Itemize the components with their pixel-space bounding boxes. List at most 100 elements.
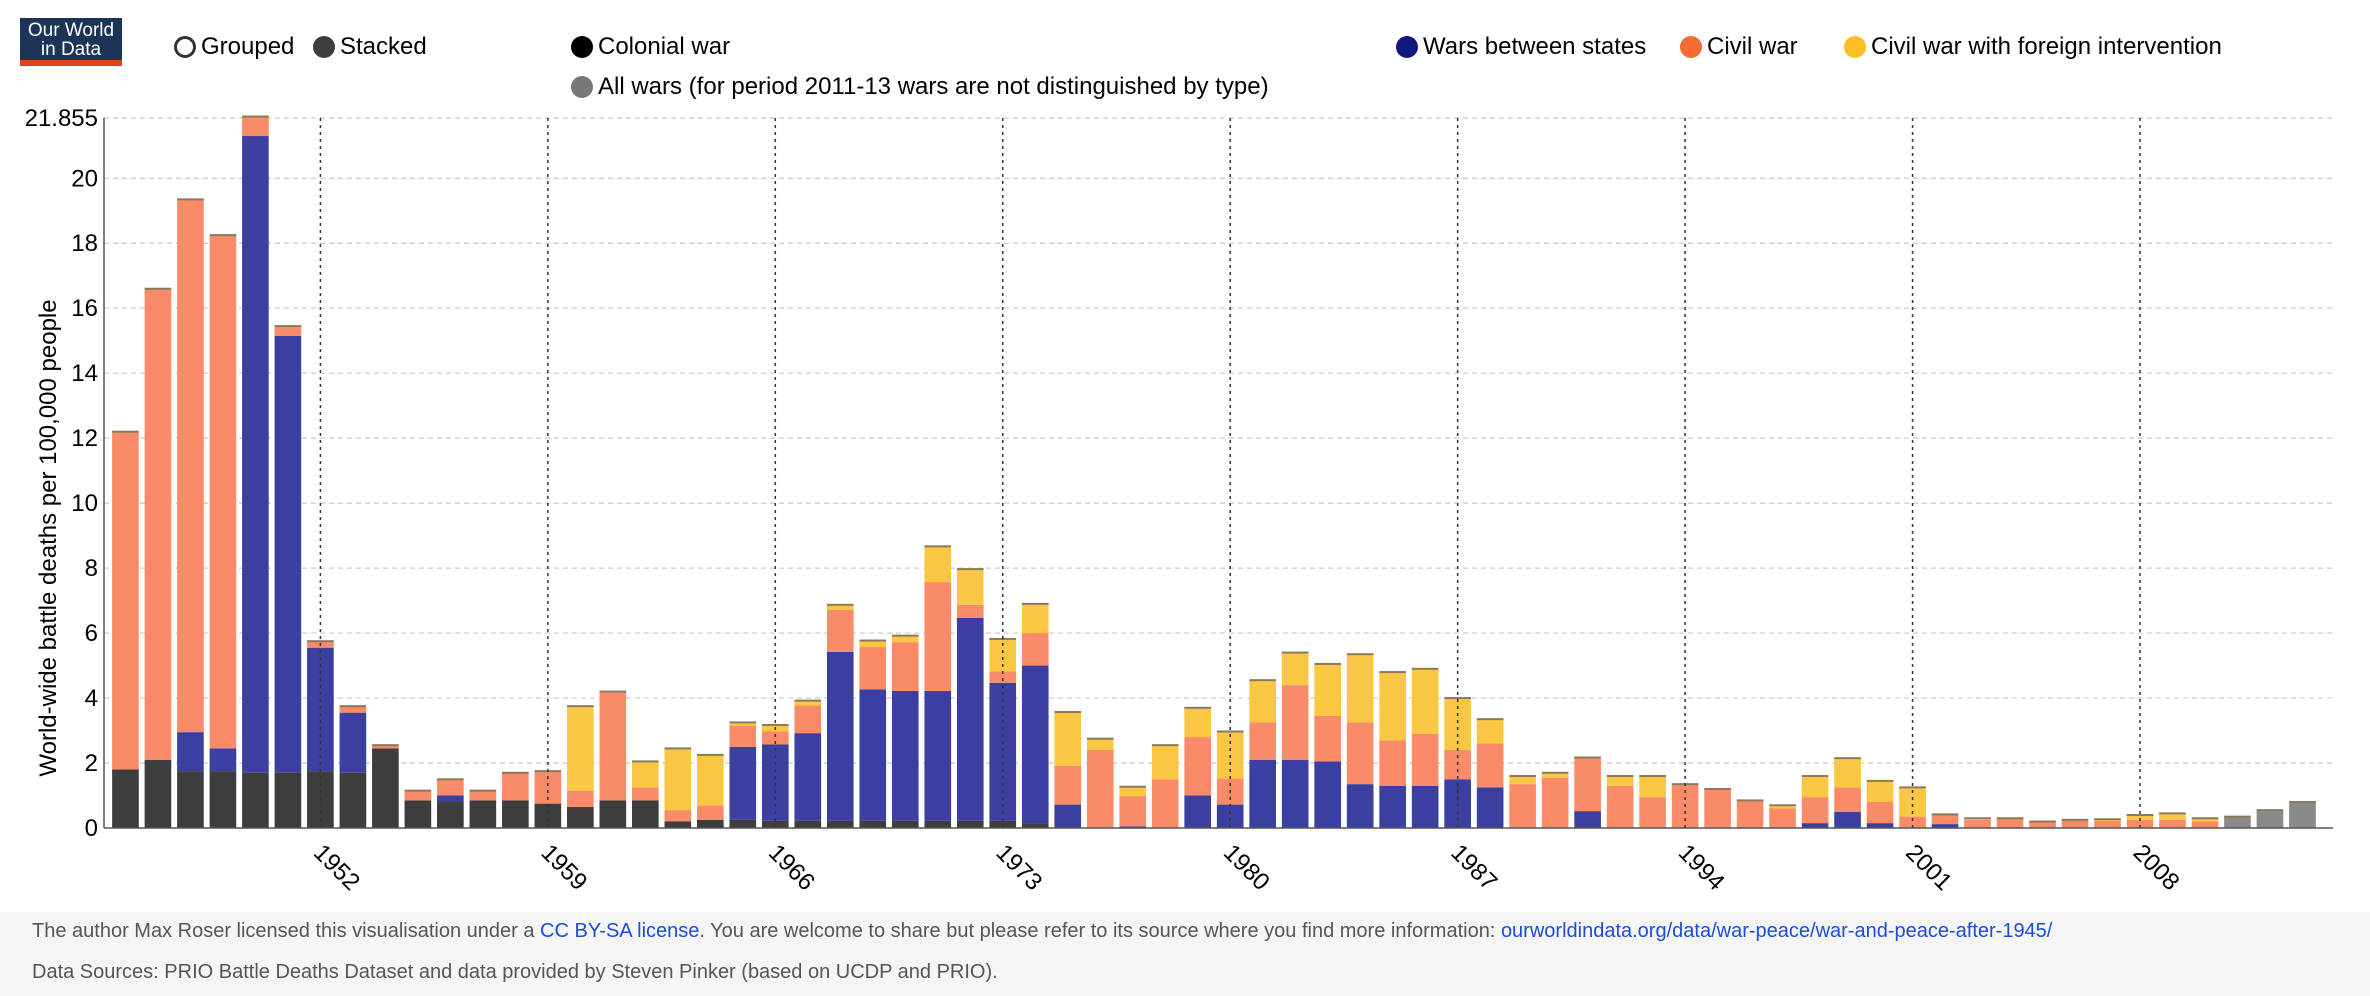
legend-colonial-war[interactable]: Colonial war: [571, 33, 730, 61]
y-tick-label: 20: [71, 165, 98, 192]
bar-cap: [242, 115, 269, 118]
y-tick-label: 2: [85, 750, 98, 777]
bar-segment: [1346, 654, 1374, 723]
bar-segment: [891, 690, 919, 821]
bar-cap: [696, 753, 724, 756]
bar-cap: [1509, 775, 1536, 778]
bar-cap: [2159, 812, 2186, 815]
bar-segment: [1184, 737, 1212, 796]
bar-segment: [1834, 758, 1861, 788]
bar-segment: [1054, 765, 1082, 805]
bar-cap: [339, 705, 367, 708]
bar-cap: [2224, 815, 2251, 818]
bar-cap: [664, 747, 692, 750]
bar-segment: [242, 136, 269, 773]
bar-cap: [144, 287, 172, 290]
bar-segment: [729, 725, 757, 747]
bar-segment: [1281, 652, 1309, 686]
bar-segment: [144, 288, 172, 760]
bar-segment: [177, 732, 204, 772]
bar-segment: [1801, 776, 1829, 798]
bar-segment: [891, 820, 919, 828]
y-tick-label: 4: [85, 685, 98, 712]
bar-segment: [404, 790, 432, 801]
bar-cap: [1769, 804, 1796, 807]
bar-segment: [1801, 797, 1829, 824]
y-tick-label: 18: [71, 230, 98, 257]
bar-segment: [1281, 685, 1309, 760]
bar-segment: [339, 712, 367, 773]
bar-segment: [469, 790, 497, 801]
bar-segment: [372, 748, 399, 828]
bar-segment: [1346, 784, 1374, 828]
bar-segment: [989, 820, 1017, 828]
bar-segment: [209, 235, 237, 749]
bar-segment: [209, 771, 237, 828]
bar-segment: [2126, 815, 2154, 820]
bar-segment: [924, 820, 952, 828]
bar-segment: [859, 640, 887, 648]
battle-deaths-chart: 0 2 4 6 8 10 12 14 16 18 20 21.855 1952 1959 1966 1973 1…: [25, 105, 2333, 896]
bar-cap: [1931, 813, 1959, 816]
y-tick-label: 6: [85, 620, 98, 647]
y-tick-label: 12: [71, 425, 98, 452]
bar-segment: [794, 820, 822, 828]
data-sources: Data Sources: PRIO Battle Deaths Dataset…: [32, 961, 998, 983]
bar-cap: [956, 568, 984, 571]
stacked-toggle[interactable]: Stacked: [313, 33, 427, 61]
bar-segment: [826, 820, 854, 828]
bar-segment: [1541, 777, 1569, 828]
bar-cap: [1184, 706, 1212, 709]
bar-cap: [274, 325, 302, 328]
legend-wars-between-states[interactable]: Wars between states: [1396, 33, 1646, 61]
legend-civil-war-foreign-intervention[interactable]: Civil war with foreign intervention: [1844, 33, 2222, 61]
bar-cap: [2191, 817, 2219, 820]
license-suffix: . You are welcome to share but please re…: [699, 920, 1501, 942]
legend-swatch-icon: [571, 36, 593, 58]
legend-all-wars[interactable]: All wars (for period 2011-13 wars are no…: [571, 73, 1269, 101]
bar-segment: [567, 806, 594, 828]
legend-swatch-icon: [571, 76, 593, 98]
y-axis-label: World-wide battle deaths per 100,000 peo…: [35, 299, 62, 776]
bar-cap: [1444, 697, 1471, 700]
bar-segment: [1249, 680, 1277, 723]
bar-segment: [469, 800, 497, 828]
bar-cap: [1476, 718, 1504, 721]
bar-segment: [1509, 784, 1536, 828]
owid-logo: Our World in Data: [20, 18, 122, 66]
bar-segment: [1314, 715, 1341, 762]
bar-segment: [1346, 722, 1374, 785]
bar-cap: [1801, 775, 1829, 778]
radio-checked-icon: [313, 36, 335, 58]
x-tick-label: 1973: [991, 839, 1048, 896]
bar-segment: [177, 771, 204, 828]
bar-cap: [891, 634, 919, 637]
bar-cap: [1606, 775, 1634, 778]
bar-segment: [2224, 816, 2251, 828]
bar-segment: [729, 722, 757, 726]
bar-segment: [1151, 779, 1179, 828]
bar-segment: [2289, 802, 2316, 828]
bar-segment: [1216, 804, 1244, 828]
bar-segment: [956, 617, 984, 821]
bar-cap: [794, 699, 822, 702]
bar-segment: [1574, 811, 1601, 828]
bar-segment: [437, 795, 464, 803]
license-link[interactable]: CC BY-SA license: [540, 920, 700, 942]
bar-segment: [761, 731, 789, 745]
bar-segment: [144, 759, 172, 828]
bar-cap: [1964, 817, 1991, 820]
bar-segment: [1021, 603, 1049, 634]
legend-swatch-icon: [1680, 36, 1702, 58]
grouped-toggle[interactable]: Grouped: [174, 33, 294, 61]
bar-segment: [1184, 707, 1212, 738]
bar-segment: [2159, 813, 2186, 820]
x-tick-label: 2001: [1900, 839, 1957, 896]
bar-segment: [502, 772, 529, 801]
source-link[interactable]: ourworldindata.org/data/war-peace/war-an…: [1500, 920, 2053, 942]
bar-cap: [1314, 662, 1341, 665]
bar-segment: [664, 821, 692, 828]
bar-segment: [696, 754, 724, 806]
legend-civil-war[interactable]: Civil war: [1680, 33, 1798, 61]
bar-cap: [599, 690, 627, 693]
